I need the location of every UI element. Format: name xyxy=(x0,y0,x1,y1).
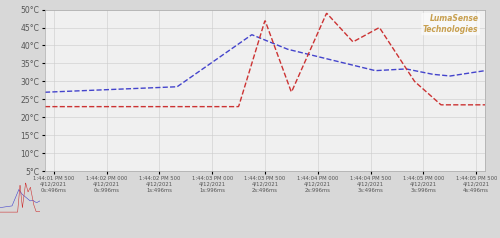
Text: LumaSense
Technologies: LumaSense Technologies xyxy=(423,14,478,34)
